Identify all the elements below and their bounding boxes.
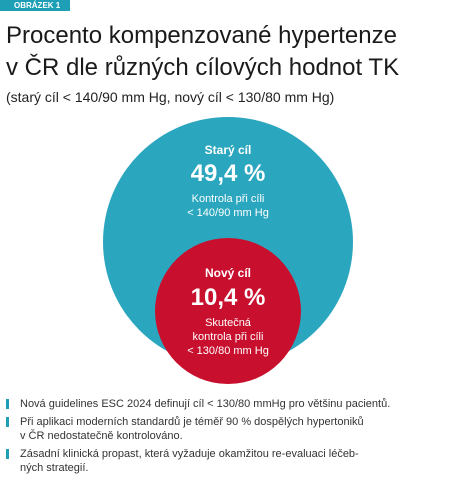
- title-line: Procento kompenzované hypertenze: [6, 22, 397, 49]
- bullet-marker: [6, 399, 9, 409]
- inner-circle: [155, 238, 301, 384]
- circle-caption: Skutečná: [205, 317, 251, 329]
- circle-heading: Nový cíl: [204, 266, 252, 280]
- bullet: Při aplikaci moderních standardů je témě…: [6, 415, 364, 443]
- bullet-text: Při aplikaci moderních standardů je témě…: [20, 416, 364, 428]
- bullet-text: ných strategií.: [20, 462, 89, 474]
- circle-caption: < 140/90 mm Hg: [187, 207, 269, 219]
- circle-caption: Kontrola při cíli: [191, 193, 265, 205]
- bullet-text: Zásadní klinická propast, která vyžaduje…: [20, 448, 359, 460]
- bullet-marker: [6, 417, 9, 427]
- figure-label: OBRÁZEK 1: [0, 0, 71, 11]
- subtitle: (starý cíl < 140/90 mm Hg, nový cíl < 13…: [6, 89, 335, 105]
- bullet: Zásadní klinická propast, která vyžaduje…: [6, 447, 359, 475]
- circle-caption: kontrola při cíli: [192, 331, 264, 343]
- bullet-text: Nová guidelines ESC 2024 definují cíl < …: [20, 398, 391, 410]
- bullet-text: v ČR nedostatečně kontrolováno.: [20, 430, 183, 442]
- circle-heading: Starý cíl: [204, 143, 252, 157]
- circle-caption: < 130/80 mm Hg: [187, 345, 269, 357]
- bullet: Nová guidelines ESC 2024 definují cíl < …: [6, 397, 390, 411]
- title-line: v ČR dle různých cílových hodnot TK: [6, 54, 400, 81]
- bullet-marker: [6, 449, 9, 459]
- circle-value: 49,4 %: [190, 160, 266, 187]
- circle-value: 10,4 %: [190, 284, 266, 311]
